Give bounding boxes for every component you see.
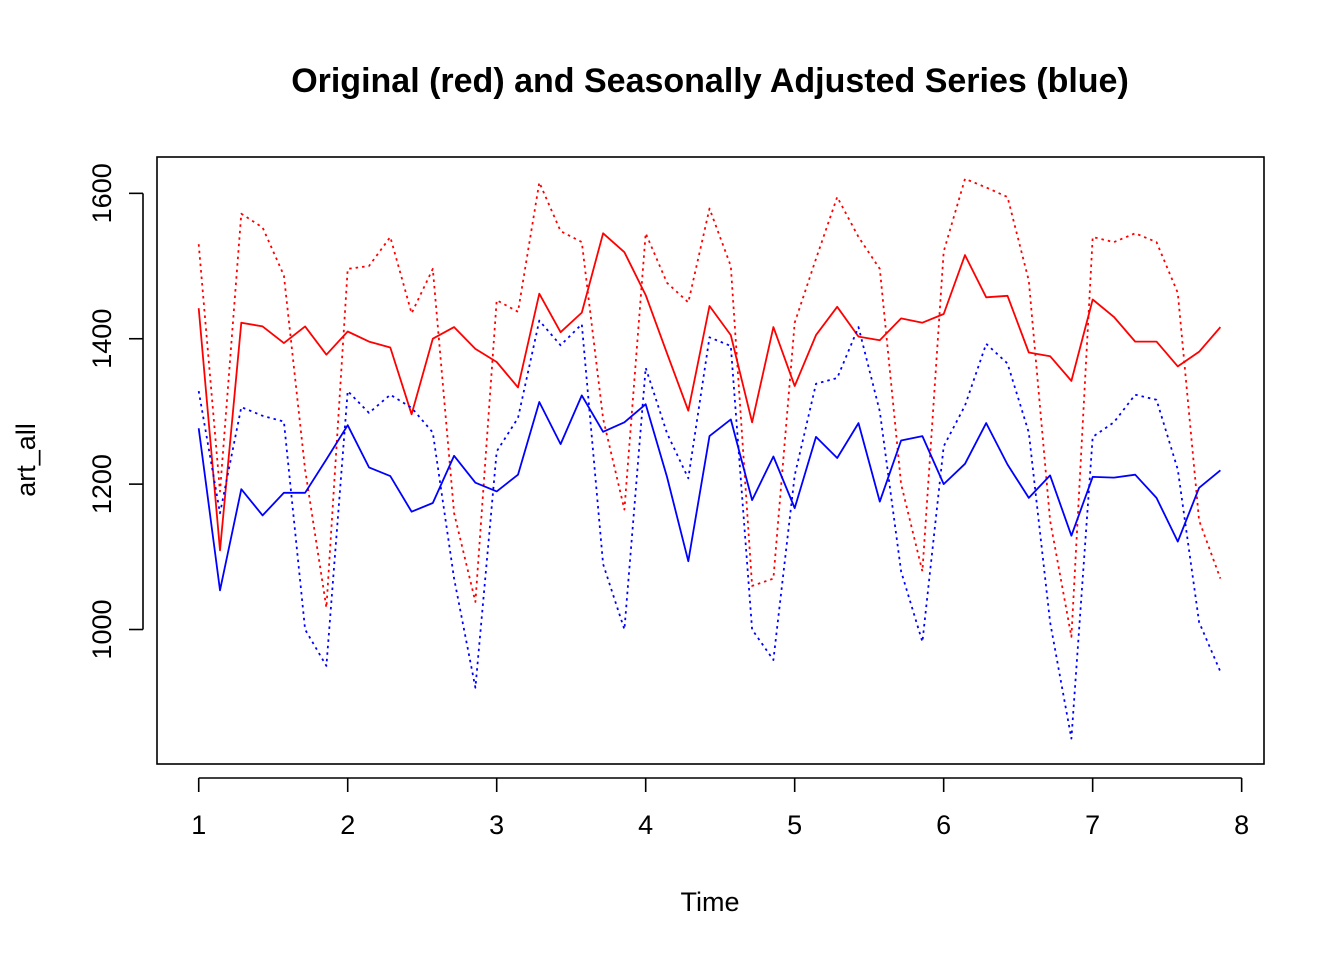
series-group [197,177,1222,740]
x-tick-label: 7 [1085,810,1100,840]
plot-box [156,156,1265,765]
series-line-1 [197,232,1222,552]
y-tick-label: 1000 [87,599,117,659]
x-tick-label: 8 [1234,810,1249,840]
x-tick-label: 3 [489,810,504,840]
y-tick-label: 1600 [87,163,117,223]
series-line-2 [197,319,1222,740]
x-tick-label: 6 [936,810,951,840]
series-line-3 [197,394,1221,592]
y-tick-label: 1400 [87,309,117,369]
y-axis-label: art_all [11,423,41,497]
series-line-0 [197,177,1222,638]
x-tick-label: 5 [787,810,802,840]
x-tick-label: 1 [191,810,206,840]
x-tick-label: 4 [638,810,653,840]
x-axis: 1 2 3 4 5 6 7 8 [191,777,1249,840]
y-axis: 1000 1200 1400 1600 [87,163,144,660]
x-tick-label: 2 [340,810,355,840]
x-axis-label: Time [681,887,740,917]
chart-title: Original (red) and Seasonally Adjusted S… [291,62,1129,100]
y-tick-label: 1200 [87,454,117,514]
